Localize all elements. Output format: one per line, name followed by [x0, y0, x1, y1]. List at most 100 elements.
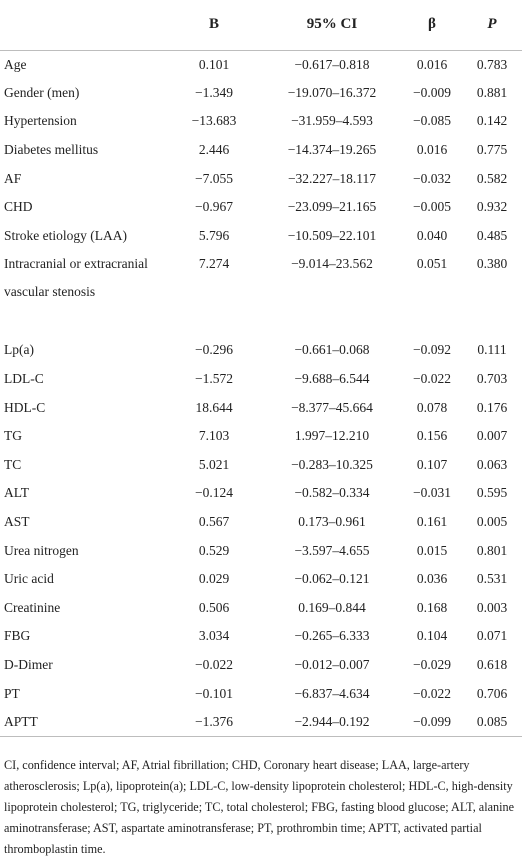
cell-p: 0.063: [476, 456, 508, 472]
cell-ci: −9.014–23.562: [291, 256, 373, 272]
cell-b: −0.101: [195, 685, 233, 701]
cell-b: 2.446: [198, 142, 230, 158]
table-row: Urea nitrogen 0.529 −3.597–4.655 0.015 0.801: [0, 536, 522, 565]
cell-variable: LDL-C: [4, 371, 44, 387]
header-b: B: [166, 0, 262, 51]
cell-p: 0.005: [476, 514, 508, 530]
cell-p: 0.618: [476, 656, 508, 672]
cell-beta: −0.022: [413, 371, 451, 387]
table-row: Creatinine 0.506 0.169–0.844 0.168 0.003: [0, 594, 522, 623]
table-row: LDL-C −1.572 −9.688–6.544 −0.022 0.703: [0, 365, 522, 394]
cell-beta: 0.078: [416, 399, 448, 415]
regression-table: B 95% CI β P Age 0.101 −0.617–0.818 0.016 0.…: [0, 0, 522, 737]
cell-beta: −0.085: [413, 113, 451, 129]
cell-variable: Stroke etiology (LAA): [4, 227, 127, 243]
cell-ci: −0.582–0.334: [294, 485, 370, 501]
cell-ci: −31.959–4.593: [291, 113, 373, 129]
cell-ci: −10.509–22.101: [287, 227, 377, 243]
cell-p: 0.003: [476, 599, 508, 615]
table-header-row: B 95% CI β P: [0, 0, 522, 51]
cell-beta: 0.104: [416, 628, 448, 644]
table-footnote: CI, confidence interval; AF, Atrial fibr…: [4, 758, 514, 856]
cell-ci: −0.012–0.007: [294, 656, 370, 672]
table-row: PT −0.101 −6.837–4.634 −0.022 0.706: [0, 679, 522, 708]
cell-ci: −23.099–21.165: [287, 199, 377, 215]
table-row: Lp(a) −0.296 −0.661–0.068 −0.092 0.111: [0, 336, 522, 365]
cell-p: 0.176: [476, 399, 508, 415]
cell-ci: 1.997–12.210: [294, 428, 370, 444]
cell-ci: −9.688–6.544: [294, 371, 370, 387]
cell-b: −1.572: [195, 371, 233, 387]
cell-p: 0.703: [476, 371, 508, 387]
cell-variable: Urea nitrogen: [4, 542, 79, 558]
cell-ci: −8.377–45.664: [291, 399, 373, 415]
cell-variable: Age: [4, 56, 27, 72]
cell-variable: AST: [4, 514, 30, 530]
cell-variable: Gender (men): [4, 84, 80, 100]
cell-ci: 0.169–0.844: [298, 599, 366, 615]
table-row: AST 0.567 0.173–0.961 0.161 0.005: [0, 508, 522, 537]
header-p: P: [462, 0, 522, 51]
cell-variable: AF: [4, 170, 22, 186]
cell-p: 0.881: [476, 84, 508, 100]
cell-p: 0.932: [476, 199, 508, 215]
cell-beta: 0.016: [416, 56, 448, 72]
header-ci: 95% CI: [262, 0, 402, 51]
table-row: CHD −0.967 −23.099–21.165 −0.005 0.932: [0, 193, 522, 222]
cell-variable: TG: [4, 428, 22, 444]
cell-beta: −0.031: [413, 485, 451, 501]
cell-beta: −0.029: [413, 656, 451, 672]
cell-beta: −0.022: [413, 685, 451, 701]
cell-variable: CHD: [4, 199, 33, 215]
cell-ci: 0.173–0.961: [298, 514, 366, 530]
cell-p: 0.085: [462, 707, 522, 737]
cell-p: 0.380: [476, 256, 508, 272]
cell-ci: −32.227–18.117: [287, 170, 377, 186]
cell-p: 0.706: [476, 685, 508, 701]
cell-beta: −0.092: [413, 342, 451, 358]
cell-beta: 0.161: [416, 514, 448, 530]
cell-b: −0.296: [195, 342, 233, 358]
cell-b: 5.021: [198, 456, 230, 472]
cell-beta: −0.032: [413, 170, 451, 186]
cell-p: 0.582: [476, 170, 508, 186]
table-row: Gender (men) −1.349 −19.070–16.372 −0.009 0.…: [0, 79, 522, 108]
cell-variable: FBG: [4, 628, 31, 644]
table-row: FBG 3.034 −0.265–6.333 0.104 0.071: [0, 622, 522, 651]
cell-ci: −0.062–0.121: [294, 571, 370, 587]
cell-beta: −0.005: [413, 199, 451, 215]
cell-beta: 0.016: [416, 142, 448, 158]
table-row: ALT −0.124 −0.582–0.334 −0.031 0.595: [0, 479, 522, 508]
cell-b: 0.529: [198, 542, 230, 558]
cell-p: 0.007: [476, 428, 508, 444]
cell-variable: Diabetes mellitus: [4, 142, 99, 158]
cell-beta: −0.009: [413, 84, 451, 100]
table-row: HDL-C 18.644 −8.377–45.664 0.078 0.176: [0, 393, 522, 422]
cell-p: 0.485: [476, 227, 508, 243]
cell-beta: 0.040: [416, 227, 448, 243]
cell-beta: 0.107: [416, 456, 448, 472]
table-row: Hypertension −13.683 −31.959–4.593 −0.085 0.…: [0, 107, 522, 136]
cell-variable: Intracranial or extracranial vascular st…: [4, 256, 148, 300]
table-row: TG 7.103 1.997–12.210 0.156 0.007: [0, 422, 522, 451]
cell-variable: ALT: [4, 485, 30, 501]
cell-b: 7.103: [198, 428, 230, 444]
table-row: Diabetes mellitus 2.446 −14.374–19.265 0.01…: [0, 136, 522, 165]
cell-p: 0.531: [476, 571, 508, 587]
cell-p: 0.801: [476, 542, 508, 558]
cell-ci: −2.944–0.192: [262, 707, 402, 737]
header-beta: β: [402, 0, 462, 51]
table-row: TC 5.021 −0.283–10.325 0.107 0.063: [0, 451, 522, 480]
cell-variable: APTT: [0, 707, 166, 737]
cell-ci: −3.597–4.655: [294, 542, 370, 558]
cell-variable: Lp(a): [4, 342, 34, 358]
cell-ci: −0.617–0.818: [294, 56, 370, 72]
cell-b: −7.055: [195, 170, 233, 186]
cell-p: 0.775: [476, 142, 508, 158]
cell-b: 0.567: [198, 514, 230, 530]
table-row: Uric acid 0.029 −0.062–0.121 0.036 0.531: [0, 565, 522, 594]
cell-b: −1.349: [195, 84, 233, 100]
cell-b: 0.101: [198, 56, 230, 72]
cell-variable: Hypertension: [4, 113, 77, 129]
